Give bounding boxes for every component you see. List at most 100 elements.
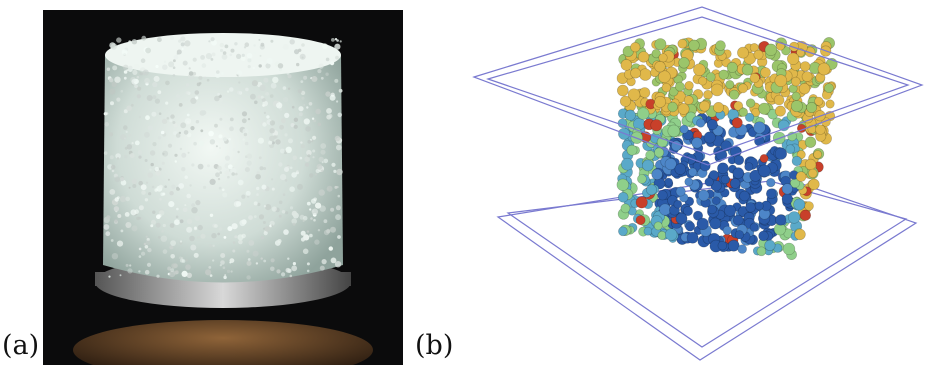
bead [232, 241, 236, 244]
bead [174, 219, 180, 226]
bead [224, 155, 231, 161]
bead [229, 53, 233, 57]
bead [217, 232, 221, 236]
bead [255, 262, 259, 265]
sphere [738, 83, 748, 94]
bead [311, 117, 315, 120]
sphere [658, 53, 668, 63]
sphere [804, 136, 817, 148]
bead [241, 233, 246, 239]
sphere [710, 83, 724, 97]
bead [195, 120, 200, 124]
bead [306, 149, 312, 156]
sphere [745, 98, 756, 108]
bead [247, 258, 251, 261]
sphere [741, 64, 754, 76]
bead [259, 84, 266, 92]
sphere [715, 40, 726, 51]
bead [335, 214, 342, 221]
sphere [659, 203, 672, 216]
bead [191, 203, 196, 208]
bead [325, 91, 331, 97]
bead [186, 218, 193, 224]
bead [184, 40, 191, 47]
bead [312, 135, 317, 140]
bead [297, 89, 303, 94]
sphere [677, 103, 690, 115]
bead [243, 132, 248, 137]
bead [188, 67, 191, 70]
bead [296, 170, 299, 173]
sphere [665, 228, 678, 241]
bead [114, 76, 121, 83]
bead [157, 235, 161, 239]
sphere [727, 239, 740, 252]
bead [257, 137, 264, 144]
bead [309, 208, 312, 211]
bead [204, 76, 207, 79]
bead [175, 133, 181, 138]
bead [209, 139, 216, 145]
bead [238, 239, 243, 245]
bead [284, 179, 288, 182]
bead [145, 115, 150, 121]
sphere [620, 203, 631, 214]
bead [203, 185, 207, 189]
bead [244, 167, 250, 173]
sphere [753, 49, 764, 60]
bead [256, 186, 260, 191]
bead [143, 242, 147, 246]
bead [201, 63, 207, 68]
bead [252, 66, 255, 70]
sphere [641, 159, 654, 172]
bead [221, 54, 228, 60]
bead [162, 64, 168, 70]
bead [136, 75, 140, 79]
bead [226, 90, 230, 93]
bead [138, 270, 141, 273]
bead [110, 43, 118, 50]
bead [123, 109, 128, 114]
sphere [667, 124, 681, 138]
bead [335, 205, 341, 211]
bead [137, 150, 143, 155]
sphere [621, 157, 634, 171]
bead [253, 215, 257, 219]
bead [187, 151, 190, 154]
sphere [815, 124, 826, 135]
bead [198, 75, 203, 80]
bead [334, 261, 342, 268]
bead [296, 62, 300, 67]
bead [294, 49, 300, 55]
bead [337, 194, 341, 198]
bead [129, 264, 132, 267]
sphere [731, 117, 743, 129]
bead [149, 150, 156, 156]
bead [330, 61, 335, 66]
bead [303, 234, 310, 241]
bead [142, 69, 149, 76]
bead [205, 269, 212, 276]
bead [200, 55, 206, 60]
bead [128, 65, 133, 70]
bead [116, 240, 124, 247]
bead [198, 140, 205, 147]
bead [246, 153, 253, 159]
bead [317, 69, 322, 74]
bead [182, 207, 188, 213]
bead [139, 71, 143, 76]
bead [220, 260, 225, 265]
bead [260, 257, 263, 260]
bead [120, 134, 127, 141]
bead [306, 269, 310, 273]
bead [219, 42, 224, 48]
bead [289, 274, 293, 278]
bead [337, 235, 341, 239]
bead [160, 235, 168, 242]
bead [334, 78, 339, 83]
bead [289, 206, 294, 210]
bead [218, 186, 222, 190]
sphere [745, 202, 756, 213]
bead [185, 259, 188, 262]
bead [215, 72, 221, 78]
